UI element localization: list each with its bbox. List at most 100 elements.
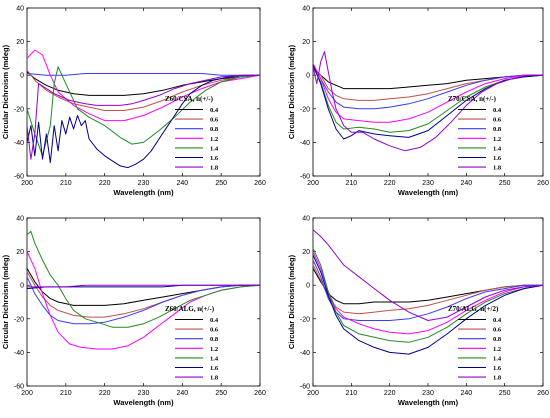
y-tick-label: 0 (306, 73, 310, 80)
x-tick-label: 210 (60, 180, 72, 187)
legend-label: 1.2 (493, 136, 501, 143)
series-line-1.4 (26, 66, 261, 157)
x-tick-label: 210 (345, 180, 357, 187)
chart-panel-3: 200 210 220 230 240 250 260 -60 -40 -20 0 20 40 Wavel… (1, 216, 266, 408)
series-line-1.4 (26, 230, 261, 328)
x-tick-label: 260 (254, 390, 266, 397)
legend-label: 0.4 (493, 107, 502, 114)
y-axis-label: Circular Dichroism (mdeg) (287, 254, 296, 349)
x-tick-label: 250 (499, 180, 511, 187)
x-tick-label: 250 (215, 390, 227, 397)
plot-frame (312, 7, 544, 177)
y-tick-label: -20 (300, 106, 310, 113)
x-tick-label: 250 (499, 390, 511, 397)
legend-label: 0.6 (210, 327, 219, 334)
series-line-1.4 (312, 66, 544, 133)
x-tick-label: 240 (176, 390, 188, 397)
series-line-0.4 (312, 68, 543, 90)
series-line-0.8 (312, 259, 543, 321)
x-axis-label: Wavelength (nm) (113, 188, 174, 197)
series-line-0.8 (26, 276, 260, 325)
x-tick-label: 240 (176, 180, 188, 187)
x-tick-label: 230 (138, 390, 150, 397)
legend-label: 0.8 (493, 126, 502, 133)
y-tick-label: -20 (14, 316, 24, 323)
series-line-1.6 (312, 254, 544, 355)
y-tick-label: 20 (302, 249, 310, 256)
x-tick-label: 220 (384, 180, 396, 187)
x-tick-label: 200 (21, 390, 33, 397)
x-tick-label: 200 (21, 180, 33, 187)
legend-label: 0.8 (493, 336, 502, 343)
series-line-1.2 (26, 49, 261, 122)
y-tick-label: -20 (14, 106, 24, 113)
x-tick-label: 240 (460, 390, 472, 397)
legend-label: 1.2 (210, 136, 218, 143)
y-tick-label: 20 (16, 249, 24, 256)
series-line-1.8 (27, 284, 260, 288)
series-line-0.4 (312, 268, 543, 305)
legend-label: 1.6 (493, 155, 502, 162)
legend-label: 0.4 (210, 317, 219, 324)
x-axis-label: Wavelength (nm) (398, 188, 459, 197)
legend-label: 0.6 (493, 327, 502, 334)
x-tick-label: 260 (254, 180, 266, 187)
plot-frame (312, 217, 544, 387)
legend-label: 1.8 (210, 375, 219, 382)
legend-label: 0.4 (210, 107, 219, 114)
series-line-1.2 (312, 63, 543, 123)
series-line-0.6 (26, 69, 261, 111)
series-line-0.8 (26, 73, 260, 76)
legend-label: 1.6 (210, 365, 219, 372)
y-tick-label: -40 (300, 140, 310, 147)
y-tick-label: 40 (302, 216, 310, 223)
x-tick-label: 230 (138, 180, 150, 187)
chart-panel-4: 200 210 220 230 240 250 260 -60 -40 -20 0 20 40 Wavel… (287, 216, 549, 408)
legend-label: 1.4 (210, 355, 219, 362)
legend-title: Z70/CSA, n(+/-) (448, 95, 497, 103)
y-tick-label: 20 (16, 39, 24, 46)
y-tick-label: 0 (306, 283, 310, 290)
x-tick-label: 200 (307, 390, 319, 397)
series-line-0.6 (312, 66, 543, 101)
legend-label: 1.6 (210, 155, 219, 162)
x-tick-label: 220 (384, 390, 396, 397)
legend-title: Z60/CSA, n(+/-) (165, 95, 214, 103)
legend-label: 0.4 (493, 317, 502, 324)
y-tick-label: 40 (302, 6, 310, 13)
y-tick-label: -40 (14, 140, 24, 147)
legend-label: 0.8 (210, 336, 219, 343)
y-tick-label: -40 (300, 350, 310, 357)
y-axis-label: Circular Dichroism (mdeg) (1, 254, 10, 349)
series-line-1.6 (312, 64, 544, 140)
x-tick-label: 230 (422, 180, 434, 187)
x-tick-label: 220 (99, 180, 111, 187)
chart-panel-1: 200 210 220 230 240 250 260 -60 -40 -20 0 20 40 Wavel… (1, 6, 266, 198)
y-tick-label: -40 (14, 350, 24, 357)
legend-label: 1.6 (493, 365, 502, 372)
chart-panel-2: 200 210 220 230 240 250 260 -60 -40 -20 0 20 40 Wavel… (287, 6, 549, 198)
y-tick-label: 0 (20, 73, 24, 80)
legend-label: 1.8 (210, 165, 219, 172)
x-tick-label: 250 (215, 180, 227, 187)
y-tick-label: -60 (300, 174, 310, 181)
legend-label: 1.8 (493, 165, 502, 172)
series-line-1.6 (26, 74, 260, 169)
x-tick-label: 240 (460, 180, 472, 187)
y-tick-label: -60 (300, 384, 310, 391)
y-tick-label: 20 (302, 39, 310, 46)
series-line-1.8 (26, 74, 260, 160)
x-tick-label: 260 (537, 180, 549, 187)
x-tick-label: 260 (537, 390, 549, 397)
legend-label: 0.6 (493, 117, 502, 124)
x-tick-label: 230 (422, 390, 434, 397)
y-tick-label: 40 (16, 6, 24, 13)
legend-label: 1.2 (210, 346, 218, 353)
series-line-1.8 (312, 229, 544, 321)
series-line-1.8 (312, 51, 543, 152)
legend-label: 1.2 (493, 346, 501, 353)
y-tick-label: -20 (300, 316, 310, 323)
x-tick-label: 210 (60, 390, 72, 397)
